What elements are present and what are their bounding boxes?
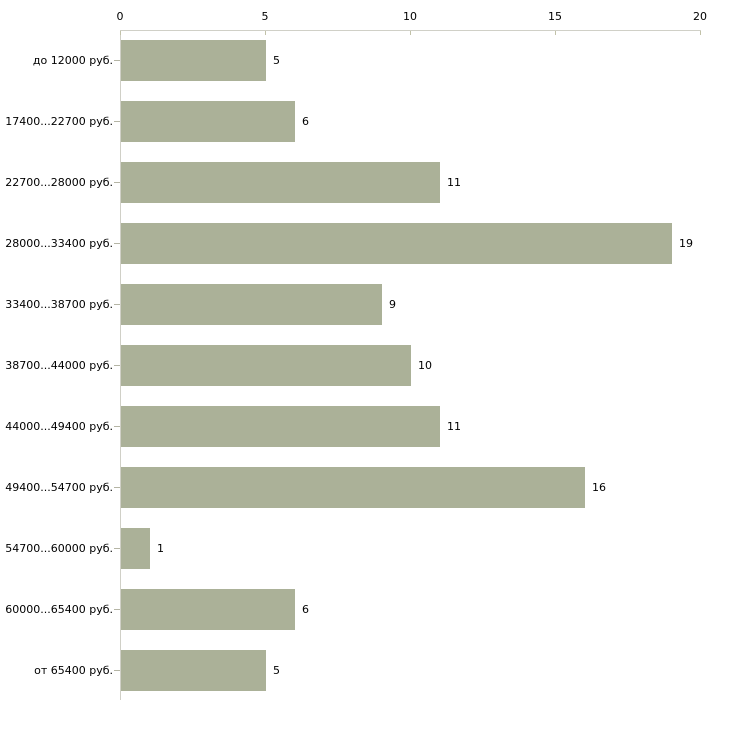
category-tick-mark — [114, 304, 120, 305]
value-label: 11 — [447, 420, 461, 433]
category-tick-mark — [114, 243, 120, 244]
bar-row: 60000...65400 руб. 6 — [0, 579, 730, 640]
bar-row: 28000...33400 руб. 19 — [0, 213, 730, 274]
category-tick-mark — [114, 426, 120, 427]
bar-row: 49400...54700 руб. 16 — [0, 457, 730, 518]
bar — [121, 40, 266, 81]
x-axis-tick-mark — [700, 31, 701, 35]
category-tick-mark — [114, 487, 120, 488]
category-tick-mark — [114, 609, 120, 610]
x-axis-tick-label: 15 — [548, 10, 562, 23]
value-label: 1 — [157, 542, 164, 555]
value-label: 16 — [592, 481, 606, 494]
x-axis-tick-label: 0 — [116, 10, 124, 23]
category-tick-mark — [114, 60, 120, 61]
category-label: 44000...49400 руб. — [5, 420, 113, 433]
category-tick-mark — [114, 182, 120, 183]
bar-row: 38700...44000 руб. 10 — [0, 335, 730, 396]
bar — [121, 284, 382, 325]
bar — [121, 528, 150, 569]
bar — [121, 223, 672, 264]
bar — [121, 162, 440, 203]
bar-row: 33400...38700 руб. 9 — [0, 274, 730, 335]
category-tick-mark — [114, 365, 120, 366]
x-axis-tick-label: 5 — [261, 10, 269, 23]
value-label: 9 — [389, 298, 396, 311]
x-axis-tick-mark — [265, 31, 266, 35]
x-axis-line — [120, 30, 701, 31]
bar — [121, 650, 266, 691]
bar-row: до 12000 руб. 5 — [0, 30, 730, 91]
category-label: 22700...28000 руб. — [5, 176, 113, 189]
category-tick-mark — [114, 670, 120, 671]
category-label: от 65400 руб. — [34, 664, 113, 677]
x-axis-tick-label: 10 — [403, 10, 417, 23]
value-label: 19 — [679, 237, 693, 250]
x-axis-tick-mark — [410, 31, 411, 35]
category-tick-mark — [114, 121, 120, 122]
category-label: 49400...54700 руб. — [5, 481, 113, 494]
category-label: 17400...22700 руб. — [5, 115, 113, 128]
bar-row: 22700...28000 руб. 11 — [0, 152, 730, 213]
value-label: 5 — [273, 54, 280, 67]
x-axis-tick-mark — [120, 31, 121, 35]
category-label: до 12000 руб. — [32, 54, 113, 67]
value-label: 6 — [302, 603, 309, 616]
value-label: 11 — [447, 176, 461, 189]
bar-row: 44000...49400 руб. 11 — [0, 396, 730, 457]
y-axis-line — [120, 30, 121, 700]
category-tick-mark — [114, 548, 120, 549]
value-label: 6 — [302, 115, 309, 128]
x-axis-tick-label: 20 — [693, 10, 707, 23]
bar — [121, 101, 295, 142]
category-label: 38700...44000 руб. — [5, 359, 113, 372]
bar — [121, 345, 411, 386]
x-axis-tick-mark — [555, 31, 556, 35]
bar-row: 17400...22700 руб. 6 — [0, 91, 730, 152]
category-label: 33400...38700 руб. — [5, 298, 113, 311]
category-label: 60000...65400 руб. — [5, 603, 113, 616]
bar-row: 54700...60000 руб. 1 — [0, 518, 730, 579]
bar-row: от 65400 руб. 5 — [0, 640, 730, 701]
category-label: 28000...33400 руб. — [5, 237, 113, 250]
category-label: 54700...60000 руб. — [5, 542, 113, 555]
bar — [121, 467, 585, 508]
bar — [121, 406, 440, 447]
value-label: 5 — [273, 664, 280, 677]
value-label: 10 — [418, 359, 432, 372]
bar — [121, 589, 295, 630]
